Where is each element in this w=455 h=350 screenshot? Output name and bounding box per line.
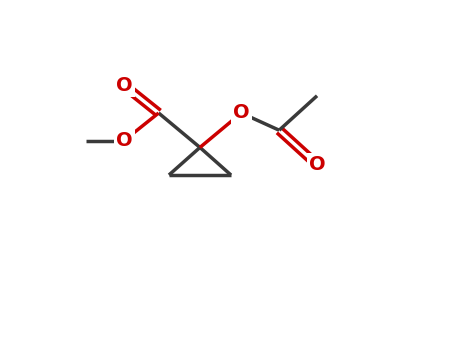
Text: O: O <box>233 104 250 122</box>
Text: O: O <box>309 155 325 174</box>
Text: O: O <box>116 76 132 95</box>
Text: O: O <box>116 131 132 150</box>
